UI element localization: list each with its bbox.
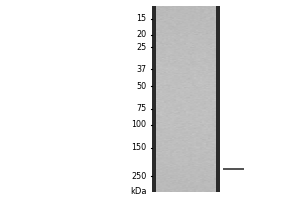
Text: 20: 20 bbox=[136, 30, 146, 39]
Text: 37: 37 bbox=[136, 65, 146, 74]
Text: 250: 250 bbox=[131, 172, 146, 181]
Text: 25: 25 bbox=[136, 43, 146, 52]
Bar bbox=[156, 6, 216, 192]
Text: 50: 50 bbox=[136, 82, 146, 91]
Text: kDa: kDa bbox=[130, 187, 146, 196]
Text: 75: 75 bbox=[136, 104, 146, 113]
Bar bbox=[216, 6, 220, 192]
Text: 15: 15 bbox=[136, 14, 146, 23]
Bar bbox=[152, 6, 156, 192]
Text: 150: 150 bbox=[131, 143, 146, 152]
Text: 100: 100 bbox=[131, 120, 146, 129]
